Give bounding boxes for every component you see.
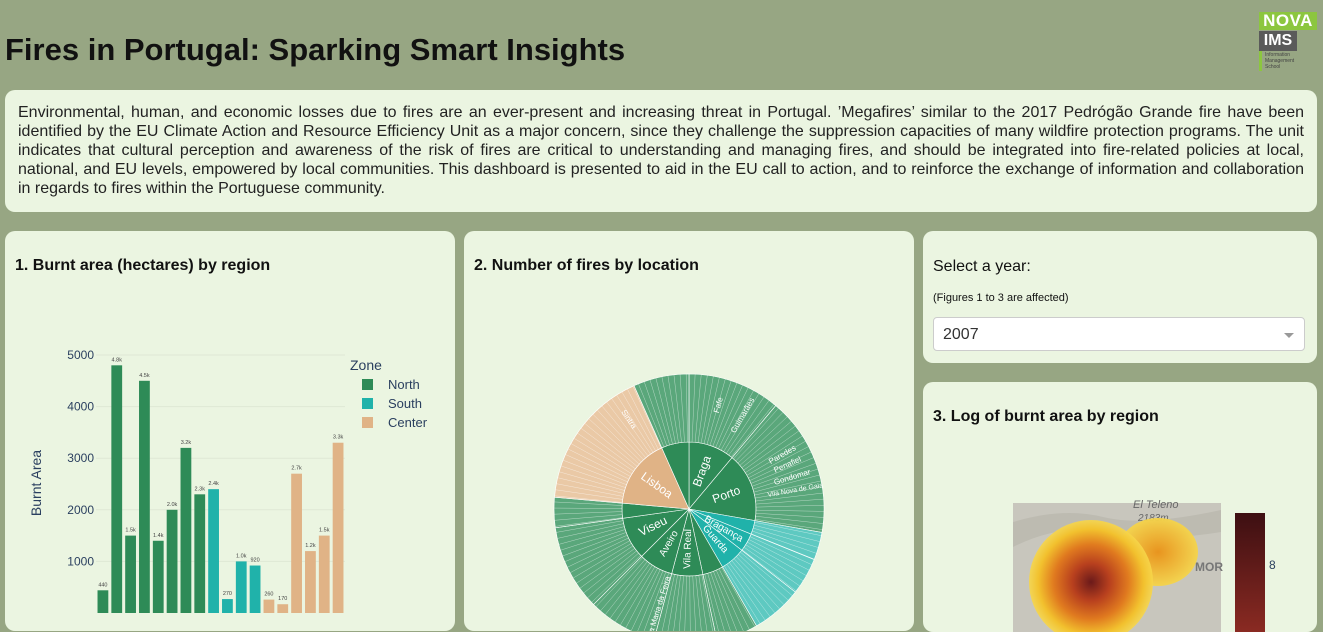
page-title: Fires in Portugal: Sparking Smart Insigh… bbox=[5, 32, 625, 68]
bar-center[interactable] bbox=[305, 551, 316, 613]
bar-south[interactable] bbox=[208, 489, 219, 613]
y-tick-label: 4000 bbox=[67, 400, 94, 414]
bar-data-label: 920 bbox=[250, 558, 259, 564]
bar-center[interactable] bbox=[291, 474, 302, 613]
bar-data-label: 3.2k bbox=[181, 440, 192, 446]
y-axis-label: Burnt Area bbox=[28, 450, 44, 516]
chevron-down-icon[interactable] bbox=[1284, 333, 1294, 338]
nova-ims-logo: NOVA IMS Information Management School bbox=[1259, 12, 1317, 71]
bar-data-label: 2.0k bbox=[167, 502, 178, 508]
bar-data-label: 3.3k bbox=[333, 435, 344, 441]
year-dropdown[interactable]: 2007 bbox=[933, 317, 1305, 351]
bar-center[interactable] bbox=[333, 443, 344, 613]
bar-data-label: 440 bbox=[98, 582, 107, 588]
bar-data-label: 4.8k bbox=[112, 357, 123, 363]
logo-sub-line: School bbox=[1265, 64, 1317, 70]
legend-entry-south[interactable]: South bbox=[388, 396, 422, 411]
legend-entry-center[interactable]: Center bbox=[388, 415, 428, 430]
bar-center[interactable] bbox=[319, 536, 330, 613]
intro-card: Environmental, human, and economic losse… bbox=[5, 90, 1317, 212]
y-tick-label: 3000 bbox=[67, 451, 94, 465]
legend-swatch-south[interactable] bbox=[362, 398, 373, 409]
bar-data-label: 1.5k bbox=[319, 528, 330, 534]
bar-north[interactable] bbox=[194, 494, 205, 613]
bar-south[interactable] bbox=[250, 566, 261, 613]
year-select-card: Select a year: (Figures 1 to 3 are affec… bbox=[923, 231, 1317, 363]
y-tick-label: 2000 bbox=[67, 503, 94, 517]
bar-north[interactable] bbox=[98, 590, 109, 613]
year-dropdown-value: 2007 bbox=[943, 326, 979, 344]
bar-north[interactable] bbox=[125, 536, 136, 613]
bar-data-label: 2.4k bbox=[208, 481, 219, 487]
burnt-area-heatmap[interactable]: El Teleno 2183m MOR 8 bbox=[923, 382, 1317, 632]
logo-subtitle: Information Management School bbox=[1265, 52, 1317, 70]
bar-data-label: 1.4k bbox=[153, 533, 164, 539]
bar-data-label: 1.2k bbox=[305, 543, 316, 549]
colorbar-tick-label: 8 bbox=[1269, 558, 1276, 572]
bar-south[interactable] bbox=[236, 561, 247, 613]
year-select-note: (Figures 1 to 3 are affected) bbox=[933, 292, 1069, 304]
y-tick-label: 5000 bbox=[67, 348, 94, 362]
year-select-label: Select a year: bbox=[933, 258, 1031, 276]
legend-swatch-north[interactable] bbox=[362, 379, 373, 390]
burnt-area-bar-chart[interactable]: 1000 2000 3000 4000 5000 440 4.8k 1.5k 4.5k 1.4k… bbox=[5, 231, 455, 631]
bar-north[interactable] bbox=[111, 365, 122, 613]
bar-data-label: 170 bbox=[278, 596, 287, 602]
bar-center[interactable] bbox=[277, 604, 288, 613]
bar-north[interactable] bbox=[181, 448, 192, 613]
legend-swatch-center[interactable] bbox=[362, 417, 373, 428]
bar-data-label: 1.0k bbox=[236, 553, 247, 559]
bar-south[interactable] bbox=[222, 599, 233, 613]
logo-nova-text: NOVA bbox=[1259, 12, 1317, 30]
bar-data-label: 2.7k bbox=[291, 466, 302, 472]
map-place-label: El Teleno bbox=[1133, 499, 1178, 511]
bar-center[interactable] bbox=[264, 600, 275, 613]
bar-north[interactable] bbox=[139, 381, 150, 613]
log-burnt-area-card: 3. Log of burnt area by region El Teleno… bbox=[923, 382, 1317, 632]
bar-data-label: 1.5k bbox=[125, 528, 136, 534]
y-tick-label: 1000 bbox=[67, 554, 94, 568]
bar-data-label: 4.5k bbox=[139, 373, 150, 379]
map-region-label: MOR bbox=[1195, 560, 1223, 574]
bar-data-label: 270 bbox=[223, 591, 232, 597]
sunburst-inner-label: Vila Real bbox=[682, 529, 694, 569]
legend-entry-north[interactable]: North bbox=[388, 377, 420, 392]
intro-text: Environmental, human, and economic losse… bbox=[18, 103, 1304, 198]
logo-ims-text: IMS bbox=[1259, 31, 1297, 51]
bar-data-label: 260 bbox=[264, 592, 273, 598]
legend-title: Zone bbox=[350, 357, 382, 373]
colorbar bbox=[1235, 513, 1265, 632]
bar-north[interactable] bbox=[167, 510, 178, 613]
bar-north[interactable] bbox=[153, 541, 164, 613]
bar-data-label: 2.3k bbox=[195, 486, 206, 492]
